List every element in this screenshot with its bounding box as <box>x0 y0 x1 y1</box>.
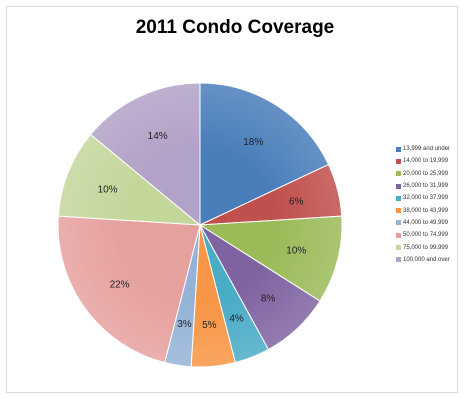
legend-swatch <box>396 208 401 214</box>
legend-label: 44,000 to 49,999 <box>403 219 449 226</box>
pie-slice <box>199 82 330 226</box>
legend-item: 100,000 and over <box>396 254 450 266</box>
chart-title: 2011 Condo Coverage <box>135 17 335 38</box>
pie-slice <box>57 133 202 226</box>
slice-data-label: 18% <box>243 137 263 148</box>
legend-label: 26,000 to 31,999 <box>403 183 449 190</box>
legend-swatch <box>396 171 401 177</box>
legend-swatch <box>396 195 401 201</box>
slice-data-label: 5% <box>202 320 217 331</box>
legend-item: 14,000 to 19,999 <box>396 155 450 167</box>
legend-item: 13,999 and under <box>396 143 450 155</box>
legend-label: 14,000 to 19,999 <box>403 158 449 165</box>
pie-slice <box>198 215 343 302</box>
slice-data-label: 3% <box>177 319 192 330</box>
legend-label: 20,000 to 25,999 <box>403 170 449 177</box>
legend-label: 75,000 to 99,999 <box>403 244 449 251</box>
legend-label: 100,000 and over <box>403 256 450 263</box>
legend-swatch <box>396 158 401 164</box>
pie-slice <box>57 215 201 364</box>
slice-data-label: 4% <box>229 313 244 324</box>
legend-item: 20,000 to 25,999 <box>396 168 450 180</box>
slice-data-label: 8% <box>261 293 276 304</box>
legend-swatch <box>396 183 401 189</box>
legend-swatch <box>396 146 401 152</box>
legend-swatch <box>396 257 401 263</box>
pie-slice <box>89 82 201 227</box>
legend-swatch <box>396 245 401 251</box>
slice-data-label: 10% <box>98 184 118 195</box>
legend-label: 32,000 to 37,999 <box>403 195 449 202</box>
legend-item: 32,000 to 37,999 <box>396 192 450 204</box>
legend-item: 50,000 to 74,999 <box>396 229 450 241</box>
legend-item: 75,000 to 99,999 <box>396 241 450 253</box>
legend-swatch <box>396 232 401 238</box>
legend: 13,999 and under 14,000 to 19,999 20,000 t… <box>396 143 450 266</box>
legend-swatch <box>396 220 401 226</box>
slice-data-label: 10% <box>286 246 306 257</box>
slice-data-label: 6% <box>289 196 304 207</box>
slice-data-label: 22% <box>110 279 130 290</box>
legend-item: 44,000 to 49,999 <box>396 217 450 229</box>
legend-label: 13,999 and under <box>403 146 451 153</box>
legend-item: 26,000 to 31,999 <box>396 180 450 192</box>
legend-label: 38,000 to 43,999 <box>403 207 449 214</box>
legend-item: 38,000 to 43,999 <box>396 204 450 216</box>
legend-label: 50,000 to 74,999 <box>403 232 449 239</box>
slice-data-label: 14% <box>148 131 168 142</box>
